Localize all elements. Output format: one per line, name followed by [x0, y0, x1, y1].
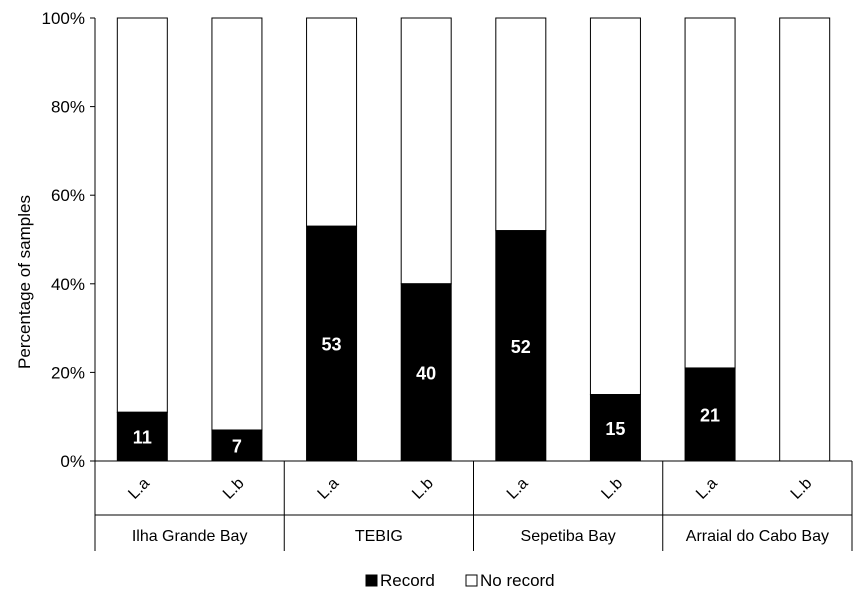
x-tick-label: L.b [220, 475, 248, 503]
data-label: 11 [133, 428, 152, 448]
legend-swatch [365, 574, 378, 587]
legend: Record No record [365, 571, 555, 590]
data-label: 52 [511, 337, 531, 357]
bar-no-record [684, 17, 736, 369]
group-label: Arraial do Cabo Bay [686, 528, 829, 545]
plot-area: 0% 20% 40% 60% 80% 100% 11 7 53 40 52 15 21 L.a L.b Ilh… [42, 9, 853, 551]
data-label: 40 [416, 363, 436, 383]
y-tick-label: 100% [42, 9, 85, 28]
bar-record [306, 225, 358, 462]
y-axis-label: Percentage of samples [15, 195, 34, 369]
data-label: 7 [232, 436, 242, 456]
x-tick-label: L.a [504, 475, 532, 503]
bar-no-record [495, 17, 547, 232]
bar-no-record [779, 17, 831, 462]
y-tick-label: 60% [51, 186, 85, 205]
bar-record [400, 283, 452, 462]
y-tick-label: 0% [60, 452, 85, 471]
y-tick-label: 80% [51, 98, 85, 117]
x-tick-label: L.b [788, 475, 816, 503]
bar-no-record [211, 17, 263, 431]
bar-record [211, 429, 263, 462]
data-label: 15 [605, 419, 625, 439]
group-label: TEBIG [355, 528, 403, 545]
y-tick-label: 40% [51, 275, 85, 294]
x-tick-label: L.b [598, 475, 626, 503]
legend-swatch [465, 574, 478, 587]
legend-label: No record [480, 571, 555, 590]
bar-no-record [306, 17, 358, 227]
group-label: Sepetiba Bay [521, 528, 616, 545]
data-label: 21 [700, 405, 720, 425]
x-tick-label: L.a [125, 475, 153, 503]
bar-record [589, 394, 641, 462]
bar-record [495, 230, 547, 462]
y-tick-label: 20% [51, 363, 85, 382]
bar-no-record [400, 17, 452, 285]
legend-label: Record [380, 571, 435, 590]
bar-no-record [589, 17, 641, 396]
x-tick-label: L.a [693, 475, 721, 503]
x-tick-label: L.a [315, 475, 343, 503]
group-label: Ilha Grande Bay [132, 528, 248, 545]
bar-record [684, 367, 736, 462]
x-tick-label: L.b [409, 475, 437, 503]
data-label: 53 [322, 335, 342, 355]
bar-no-record [116, 17, 168, 413]
